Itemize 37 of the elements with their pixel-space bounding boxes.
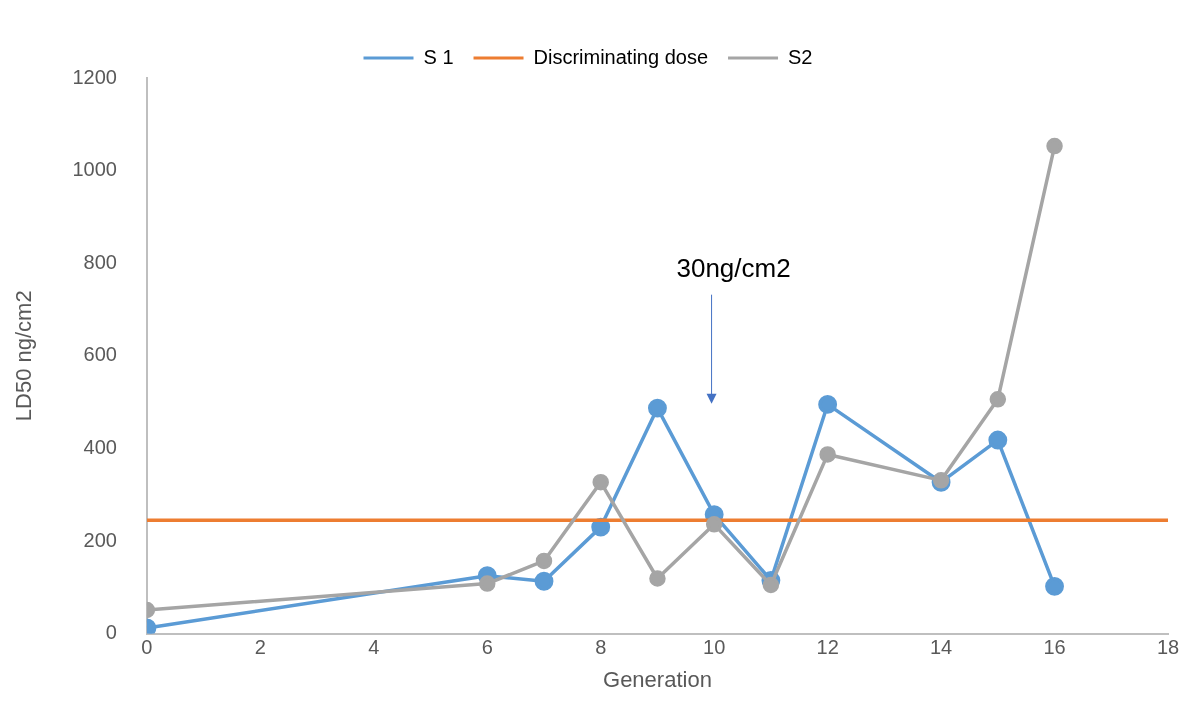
point: [535, 552, 553, 570]
legend-label: S 1: [423, 45, 454, 68]
y-tick-label: 0: [105, 621, 117, 644]
x-tick-label: 10: [703, 636, 726, 659]
x-tick-label: 16: [1043, 636, 1066, 659]
y-tick-label: 800: [83, 250, 117, 273]
point: [534, 571, 554, 591]
point: [1045, 576, 1064, 596]
y-tick-label: 200: [83, 528, 117, 551]
x-tick-label: 14: [929, 636, 953, 659]
y-tick-label: 400: [83, 435, 117, 458]
y-tick-label: 1200: [72, 65, 117, 88]
x-tick-label: 18: [1156, 636, 1180, 659]
legend-label: Discriminating dose: [533, 45, 709, 68]
point: [649, 570, 666, 587]
point: [479, 575, 496, 592]
point: [989, 391, 1007, 408]
x-tick-label: 2: [254, 636, 266, 659]
legend-label: S2: [788, 45, 813, 68]
point: [592, 473, 609, 491]
point: [988, 430, 1008, 450]
point: [819, 446, 836, 463]
point: [762, 576, 780, 594]
x-tick-label: 4: [368, 636, 380, 659]
x-axis-title: Generation: [603, 666, 712, 692]
point: [1046, 137, 1063, 155]
y-tick-label: 600: [83, 343, 117, 366]
x-tick-label: 12: [816, 636, 839, 659]
point: [705, 516, 723, 533]
annotation: 30ng/cm2: [676, 252, 791, 283]
x-tick-label: 6: [481, 636, 493, 659]
y-tick-label: 1000: [72, 158, 117, 181]
x-tick-label: 0: [141, 636, 153, 659]
point: [818, 394, 838, 414]
point: [648, 398, 667, 418]
y-axis-title: LD50 ng/cm2: [11, 290, 37, 422]
x-tick-label: 8: [595, 636, 607, 659]
